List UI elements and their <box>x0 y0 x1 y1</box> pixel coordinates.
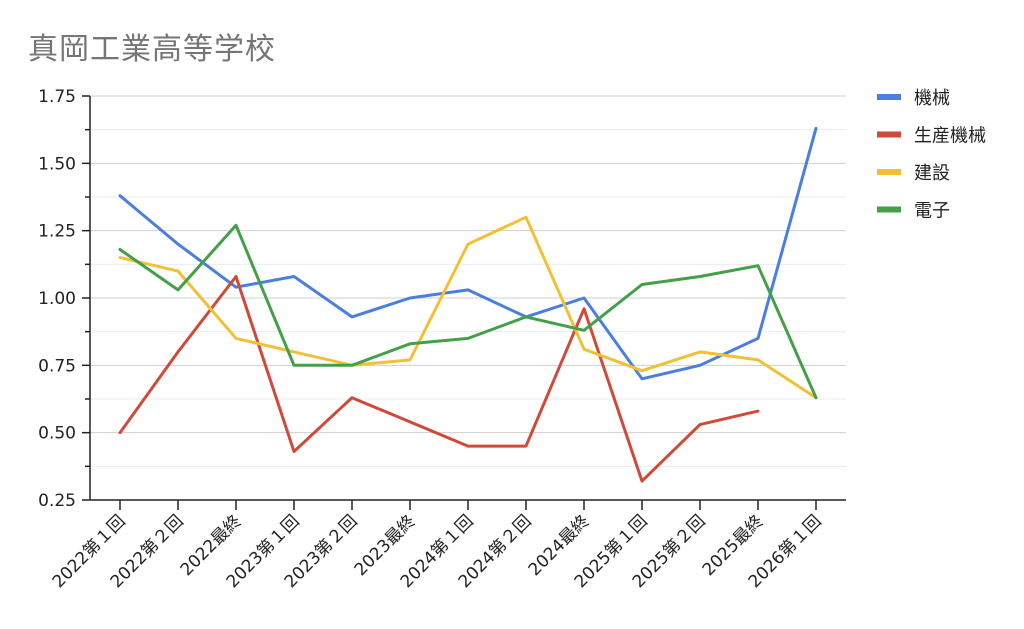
legend-label: 電子 <box>914 201 950 222</box>
series-line-3 <box>118 223 818 400</box>
legend-swatch <box>877 206 901 213</box>
series-line-1 <box>118 275 760 483</box>
y-tick-label: 1.00 <box>38 289 76 309</box>
axes <box>82 95 846 510</box>
y-tick-label: 0.50 <box>38 424 76 444</box>
y-tick-label: 1.50 <box>38 154 76 174</box>
grid-lines <box>90 95 846 467</box>
legend-swatch <box>877 94 901 100</box>
legend-swatch <box>877 169 901 175</box>
y-tick-labels: 0.25 0.50 0.75 1.00 1.25 1.50 1.75 <box>38 87 76 511</box>
series-line-0 <box>118 126 818 381</box>
legend-swatch <box>877 131 901 138</box>
legend-label: 建設 <box>914 163 950 184</box>
series-lines <box>118 126 818 483</box>
y-tick-label: 1.75 <box>38 87 76 107</box>
y-tick-label: 0.25 <box>38 491 76 511</box>
chart-title: 真岡工業高等学校 <box>28 32 276 67</box>
y-tick-label: 0.75 <box>38 356 76 376</box>
y-tick-label: 1.25 <box>38 222 76 242</box>
series-line-2 <box>118 215 818 400</box>
legend-label: 生産機械 <box>914 126 986 147</box>
x-tick-labels: 2022第１回2022第２回2022最終2023第１回2023第２回2023最終… <box>49 511 826 592</box>
legend-label: 機械 <box>914 88 950 109</box>
